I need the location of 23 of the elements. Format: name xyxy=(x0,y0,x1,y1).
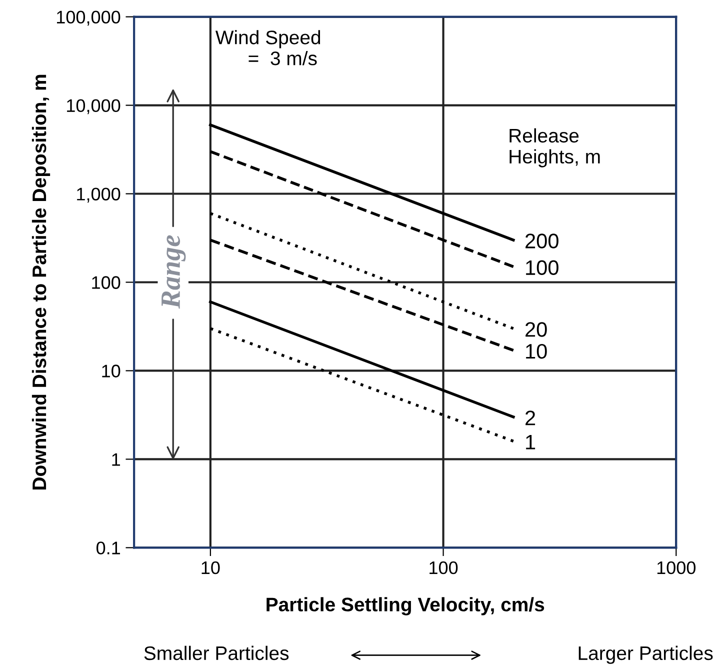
y-tick-label: 1 xyxy=(112,453,120,466)
series-label: 200 xyxy=(526,234,558,248)
y-tick-label: 100 xyxy=(92,276,120,289)
y-tick-label: 0.1 xyxy=(96,542,120,554)
series-label: 2 xyxy=(526,410,536,426)
text: Smaller Particles xyxy=(144,646,289,660)
annotation: Range xyxy=(162,235,186,309)
x-axis-title: Particle Settling Velocity, cm/s xyxy=(266,597,544,616)
annotation: Release Heights, m xyxy=(510,128,600,168)
series-label: 20 xyxy=(526,322,547,337)
y-tick-label: 1,000 xyxy=(77,188,120,203)
y-tick-label: 10 xyxy=(102,364,120,378)
series-label: 1 xyxy=(526,434,536,450)
series-label: 100 xyxy=(526,260,558,276)
x-tick-label: 100 xyxy=(430,561,458,574)
y-axis-title: Downwind Distance to Particle Deposition, m xyxy=(32,74,50,490)
series-label: 10 xyxy=(526,344,547,359)
x-tick-label: 10 xyxy=(202,561,220,574)
text: Larger Particles xyxy=(578,646,713,664)
annotation: Wind Speed = 3 m/s xyxy=(215,30,320,66)
y-tick-label: 10,000 xyxy=(67,99,120,114)
y-tick-label: 100,000 xyxy=(57,10,120,26)
x-tick-label: 1000 xyxy=(657,561,696,574)
